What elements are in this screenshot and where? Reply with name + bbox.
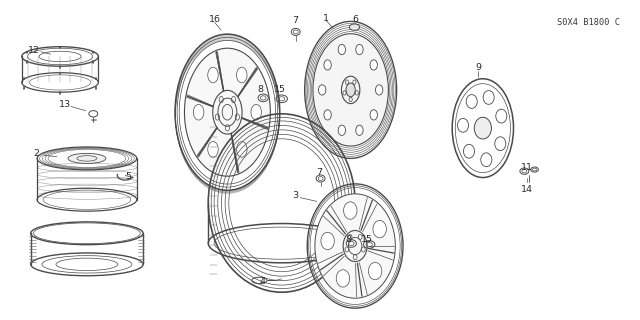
Text: 7: 7 — [292, 16, 298, 25]
Ellipse shape — [356, 44, 363, 55]
Ellipse shape — [68, 153, 106, 164]
Text: 3: 3 — [292, 190, 299, 200]
Text: 8: 8 — [346, 235, 352, 244]
Ellipse shape — [324, 60, 332, 70]
Ellipse shape — [208, 141, 218, 157]
Ellipse shape — [458, 118, 468, 132]
Ellipse shape — [496, 109, 507, 123]
Ellipse shape — [356, 125, 363, 135]
Ellipse shape — [193, 104, 204, 120]
Ellipse shape — [474, 117, 492, 139]
Text: 11: 11 — [521, 163, 533, 172]
Text: 1: 1 — [323, 14, 330, 23]
Ellipse shape — [370, 60, 378, 70]
Text: 6: 6 — [353, 15, 359, 24]
Ellipse shape — [313, 34, 388, 146]
Ellipse shape — [336, 270, 349, 287]
Ellipse shape — [208, 67, 218, 83]
Text: 13: 13 — [58, 100, 70, 109]
Ellipse shape — [315, 194, 396, 298]
Text: 9: 9 — [476, 63, 481, 72]
Ellipse shape — [373, 220, 387, 238]
Ellipse shape — [349, 24, 360, 30]
Ellipse shape — [370, 110, 378, 120]
Ellipse shape — [346, 83, 355, 97]
Ellipse shape — [184, 48, 270, 176]
Ellipse shape — [466, 95, 477, 108]
Ellipse shape — [481, 153, 492, 167]
Ellipse shape — [237, 141, 247, 157]
Ellipse shape — [338, 44, 346, 55]
Text: 15: 15 — [274, 85, 286, 94]
Ellipse shape — [369, 262, 382, 280]
Text: 2: 2 — [33, 149, 40, 158]
Ellipse shape — [463, 144, 474, 158]
Text: 8: 8 — [257, 85, 263, 94]
Ellipse shape — [495, 137, 506, 151]
Text: S0X4 B1800 C: S0X4 B1800 C — [557, 19, 620, 28]
Ellipse shape — [376, 85, 383, 95]
Ellipse shape — [338, 125, 346, 135]
Text: 7: 7 — [316, 168, 323, 177]
Text: 4: 4 — [260, 276, 266, 285]
Text: 12: 12 — [28, 45, 40, 55]
Text: 14: 14 — [521, 185, 533, 194]
Ellipse shape — [251, 104, 261, 120]
Ellipse shape — [237, 67, 247, 83]
Ellipse shape — [319, 85, 326, 95]
Ellipse shape — [483, 91, 494, 104]
Ellipse shape — [344, 202, 357, 219]
Text: 5: 5 — [125, 172, 131, 181]
Ellipse shape — [321, 232, 334, 250]
Text: 15: 15 — [361, 235, 373, 244]
Text: 16: 16 — [209, 15, 221, 24]
Ellipse shape — [324, 110, 332, 120]
